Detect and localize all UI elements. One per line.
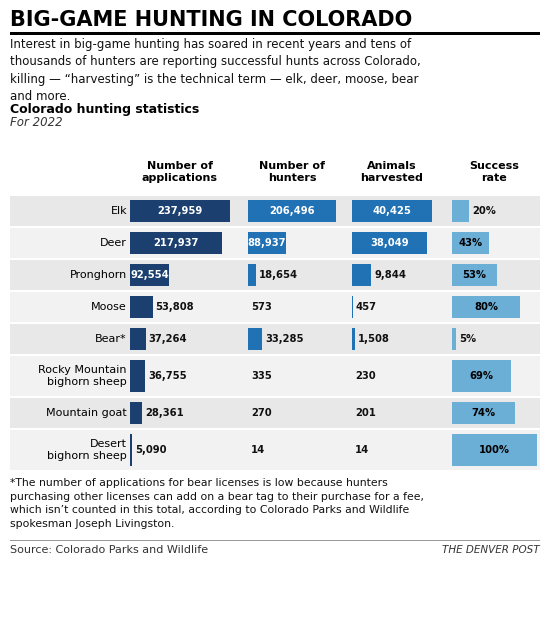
Text: 20%: 20% [472,206,496,216]
Text: *The number of applications for bear licenses is low because hunters
purchasing : *The number of applications for bear lic… [10,478,424,529]
Text: Pronghorn: Pronghorn [70,270,127,280]
Bar [130,296,152,318]
Text: 88,937: 88,937 [248,238,286,248]
Text: 33,285: 33,285 [265,334,304,344]
Bar [130,264,169,286]
Text: 53%: 53% [463,270,487,280]
Bar [248,200,336,222]
Bar [452,360,510,392]
Bar [248,264,256,286]
Text: Elk: Elk [111,206,127,216]
Bar [352,264,371,286]
Bar [10,196,540,226]
Text: 9,844: 9,844 [375,270,406,280]
Bar [452,296,520,318]
Text: For 2022: For 2022 [10,116,63,129]
Text: Moose: Moose [91,302,127,312]
Bar [452,402,515,424]
Bar [130,232,222,254]
Text: BIG-GAME HUNTING IN COLORADO: BIG-GAME HUNTING IN COLORADO [10,10,412,30]
Bar [452,232,488,254]
Bar [10,32,540,34]
Text: Animals
harvested: Animals harvested [361,162,424,183]
Text: 14: 14 [251,445,265,455]
Text: 36,755: 36,755 [148,371,187,381]
Text: 40,425: 40,425 [372,206,411,216]
Bar [10,356,540,396]
Text: 18,654: 18,654 [259,270,298,280]
Text: 270: 270 [251,408,272,418]
Bar [10,292,540,322]
Text: 37,264: 37,264 [148,334,188,344]
Bar [352,296,353,318]
Text: 74%: 74% [471,408,496,418]
Text: Interest in big-game hunting has soared in recent years and tens of
thousands of: Interest in big-game hunting has soared … [10,38,421,104]
Text: Bear*: Bear* [95,334,127,344]
Bar [452,200,469,222]
Text: Colorado hunting statistics: Colorado hunting statistics [10,103,199,116]
Text: 28,361: 28,361 [145,408,184,418]
Text: Number of
applications: Number of applications [142,162,218,183]
Bar [130,328,146,350]
Text: 5%: 5% [459,334,476,344]
Text: 237,959: 237,959 [157,206,202,216]
Text: 335: 335 [251,371,272,381]
Bar [130,360,145,392]
Text: 80%: 80% [474,302,498,312]
Text: 100%: 100% [479,445,510,455]
Bar [10,324,540,354]
Bar [248,232,286,254]
Text: Deer: Deer [100,238,127,248]
Text: 43%: 43% [458,238,482,248]
Bar [352,328,355,350]
Text: 217,937: 217,937 [153,238,199,248]
Bar [352,232,427,254]
Text: 14: 14 [355,445,369,455]
Bar [248,328,262,350]
Text: 206,496: 206,496 [269,206,315,216]
Text: Desert
bighorn sheep: Desert bighorn sheep [47,439,127,461]
Bar [10,430,540,470]
Bar [130,200,230,222]
Text: Rocky Mountain
bighorn sheep: Rocky Mountain bighorn sheep [39,365,127,387]
Bar [352,200,432,222]
Bar [130,402,142,424]
Text: 69%: 69% [469,371,493,381]
Text: Success
rate: Success rate [470,162,519,183]
Bar [130,434,132,466]
Text: 53,808: 53,808 [156,302,194,312]
Bar [452,264,497,286]
Text: Number of
hunters: Number of hunters [259,162,325,183]
Bar [452,328,456,350]
Bar [10,260,540,290]
Text: 92,554: 92,554 [130,270,169,280]
Text: 201: 201 [355,408,376,418]
Text: 38,049: 38,049 [370,238,409,248]
Text: 230: 230 [355,371,376,381]
Bar [10,540,540,541]
Text: 1,508: 1,508 [358,334,390,344]
Text: 457: 457 [356,302,377,312]
Text: Mountain goat: Mountain goat [46,408,127,418]
Text: 5,090: 5,090 [135,445,167,455]
Bar [10,398,540,428]
Text: THE DENVER POST: THE DENVER POST [442,545,540,555]
Bar [452,434,537,466]
Bar [10,228,540,258]
Text: Source: Colorado Parks and Wildlife: Source: Colorado Parks and Wildlife [10,545,208,555]
Text: 573: 573 [251,302,272,312]
